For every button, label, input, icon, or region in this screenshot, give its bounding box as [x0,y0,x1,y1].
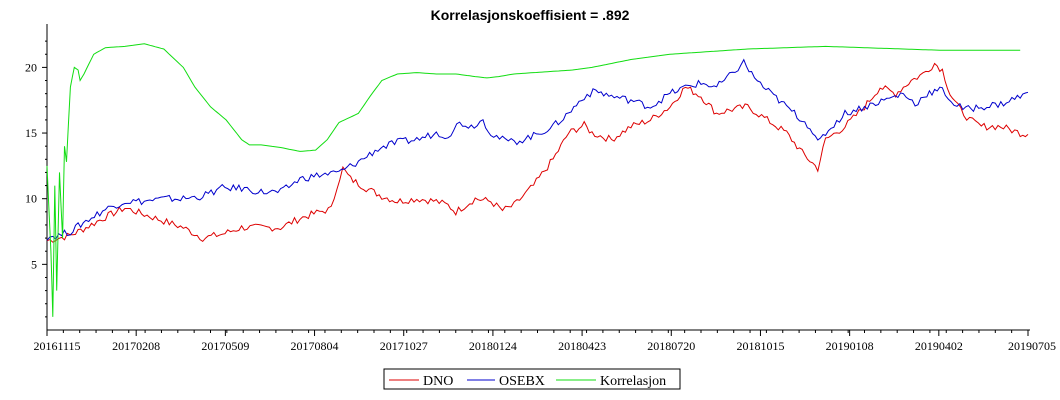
x-tick-label: 20180423 [558,339,606,353]
legend: DNO OSEBX Korrelasjon [383,368,681,390]
y-tick-label: 10 [25,192,37,206]
legend-label: OSEBX [499,374,545,389]
legend-box [383,368,681,390]
x-tick-label: 20161115 [33,339,80,353]
series-line-dno [46,62,1029,243]
x-tick-label: 20171027 [380,339,428,353]
chart-title: Korrelasjonskoeffisient = .892 [431,7,630,23]
x-tick-label: 20190705 [1008,339,1056,353]
x-tick-label: 20181015 [736,339,784,353]
y-tick-label: 15 [25,126,37,140]
x-tick-label: 20190108 [826,339,874,353]
x-tick-label: 20180124 [469,339,517,353]
legend-label: DNO [423,374,453,389]
y-tick-label: 20 [25,60,37,74]
x-tick-label: 20180720 [647,339,695,353]
x-tick-label: 20190402 [915,339,963,353]
series-line-osebx [46,58,1029,241]
y-tick-label: 5 [31,257,37,271]
series-line-korrelasjon [46,43,1021,317]
x-tick-label: 20170208 [112,339,160,353]
axes: 5 10 15 20 20161115 20170208 20170509 20170804 2… [25,24,1056,353]
legend-label: Korrelasjon [600,374,666,389]
x-tick-label: 20170509 [201,339,249,353]
series-layer [46,43,1029,317]
x-tick-label: 20170804 [291,339,339,353]
